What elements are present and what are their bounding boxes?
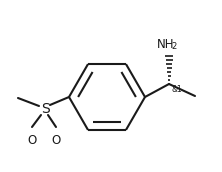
- Text: S: S: [41, 102, 49, 116]
- Text: &1: &1: [171, 85, 182, 94]
- Text: O: O: [27, 134, 37, 147]
- Text: O: O: [51, 134, 61, 147]
- Text: 2: 2: [172, 42, 177, 51]
- Text: NH: NH: [157, 38, 175, 51]
